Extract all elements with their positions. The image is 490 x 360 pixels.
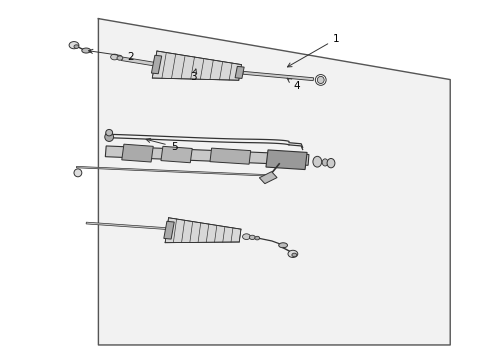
Polygon shape [122, 144, 153, 162]
Ellipse shape [82, 48, 91, 53]
Polygon shape [76, 166, 267, 176]
Polygon shape [235, 66, 244, 78]
Polygon shape [259, 172, 277, 184]
Text: 2: 2 [89, 49, 133, 62]
Ellipse shape [316, 75, 326, 85]
Polygon shape [152, 51, 242, 80]
Circle shape [74, 45, 79, 48]
Ellipse shape [105, 132, 114, 141]
Polygon shape [122, 57, 155, 66]
Text: 1: 1 [288, 34, 340, 67]
Polygon shape [86, 222, 216, 233]
Circle shape [249, 235, 255, 239]
Circle shape [117, 56, 123, 60]
Text: 3: 3 [190, 69, 197, 82]
Text: 5: 5 [146, 138, 177, 152]
Polygon shape [266, 150, 307, 170]
Circle shape [255, 236, 260, 240]
Polygon shape [151, 55, 162, 74]
Circle shape [111, 54, 119, 60]
Ellipse shape [265, 175, 272, 179]
Polygon shape [243, 71, 314, 81]
Circle shape [292, 253, 297, 257]
Ellipse shape [279, 243, 288, 248]
Ellipse shape [106, 130, 113, 136]
Polygon shape [161, 146, 192, 163]
Polygon shape [164, 221, 174, 239]
Circle shape [288, 250, 298, 257]
Circle shape [243, 234, 250, 239]
Text: 4: 4 [287, 78, 300, 91]
Polygon shape [105, 146, 309, 165]
Ellipse shape [327, 158, 335, 168]
Polygon shape [98, 19, 450, 345]
Circle shape [69, 41, 79, 49]
Polygon shape [165, 218, 241, 243]
Polygon shape [210, 148, 251, 164]
Ellipse shape [74, 169, 82, 177]
Ellipse shape [318, 76, 324, 84]
Ellipse shape [313, 156, 322, 167]
Ellipse shape [322, 159, 328, 166]
